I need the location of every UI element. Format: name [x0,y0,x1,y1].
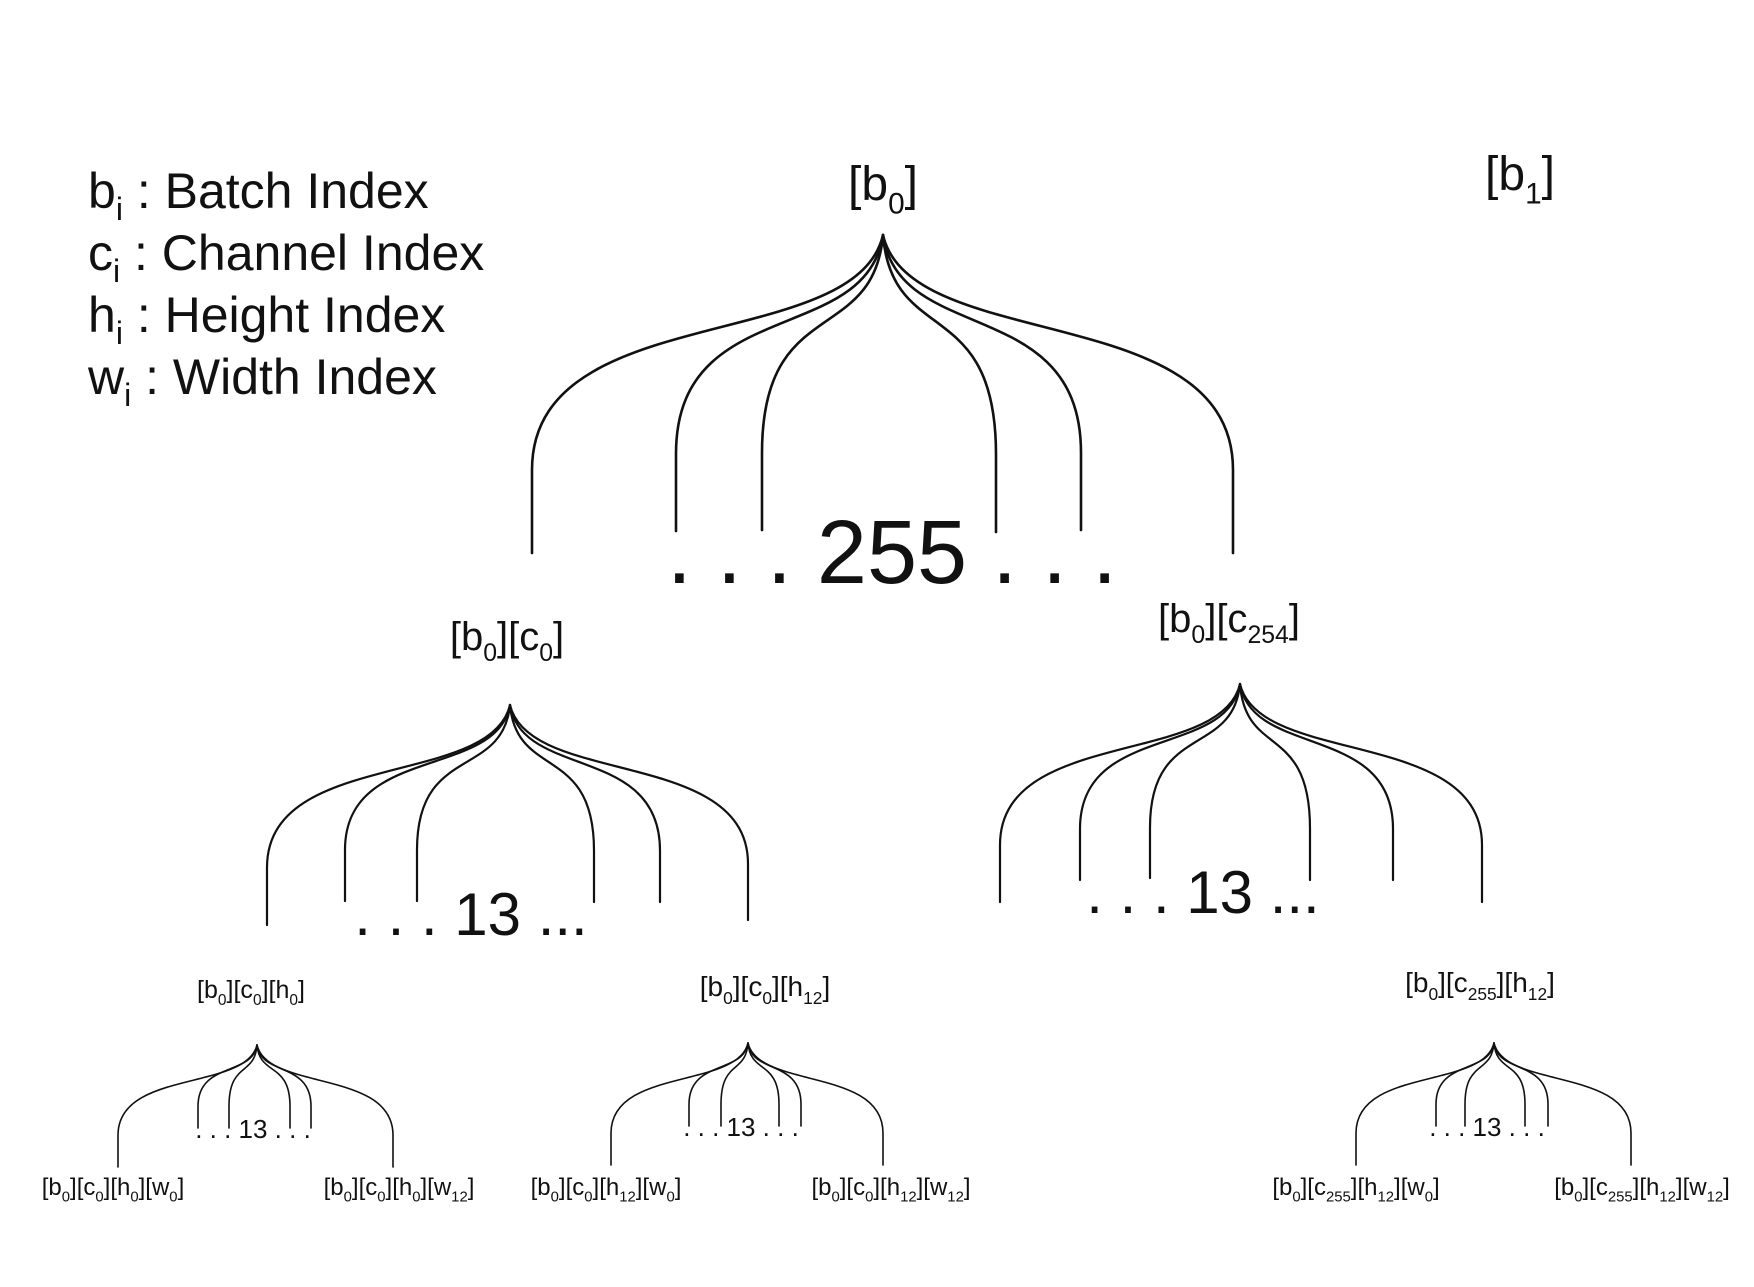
tree-edge [1078,682,1242,882]
node-b0-c0-h12: [b0][c0][h12] [700,971,830,1008]
leaf-node: [b0][c0][h12][w12] [811,1174,970,1206]
tree-edge [1238,682,1395,882]
width-count-label: . . . 13 . . . [195,1114,311,1144]
legend-row: ci : Channel Index [88,225,484,289]
tree-edge [881,233,998,534]
width-count-label: . . . 13 . . . [683,1112,799,1142]
legend-row: wi : Width Index [87,349,437,413]
tree-edge [1435,1042,1495,1127]
tree-edge [508,703,662,904]
height-count-label: . . . 13 ... [354,881,587,948]
tree-edge [881,233,1083,532]
tree-edge [998,682,1242,904]
tree-edge [1493,1042,1632,1166]
channel-count-label: . . . 255 . . . [667,503,1117,603]
tree-edge [747,1042,780,1127]
tree-edge [197,1044,258,1129]
node-b1: [b1] [1485,148,1555,210]
leaf-node: [b0][c0][h0][w0] [42,1174,185,1206]
node-b0-c0: [b0][c0] [450,615,564,667]
leaf-node: [b0][c0][h0][w12] [324,1174,475,1206]
tree-edge [1493,1042,1526,1127]
tree-edge [674,233,885,533]
legend-row: hi : Height Index [88,287,445,351]
tree-edge [610,1042,749,1166]
tree-edge [228,1044,258,1129]
node-b0: [b0] [848,158,918,220]
tree-edge [881,233,1235,555]
leaf-node: [b0][c255][h12][w0] [1272,1174,1439,1206]
tree-edge [747,1042,884,1166]
tree-edge [1148,682,1242,880]
tree-edge [760,233,885,532]
node-b0-c254: [b0][c254] [1158,597,1300,649]
tree-edge [1238,682,1484,904]
node-b0-c255-h12: [b0][c255][h12] [1405,967,1555,1004]
tree-edge [508,703,750,922]
tree-edge [1464,1042,1495,1127]
tree-edge [343,703,512,903]
leaf-node: [b0][c255][h12][w12] [1554,1174,1730,1206]
tree-edges [117,233,1632,1168]
tree-edge [720,1042,749,1127]
tree-edge [508,703,596,904]
tree-edge [256,1044,291,1129]
tree-edge [256,1044,394,1168]
tree-edge [265,703,512,927]
legend-row: bi : Batch Index [88,163,429,227]
tree-edge [688,1042,749,1127]
tree-edge [1238,682,1312,882]
tree-edge [117,1044,258,1168]
node-b0-c0-h0: [b0][c0][h0] [197,976,305,1009]
leaf-node: [b0][c0][h12][w0] [531,1174,682,1206]
legend: bi : Batch Index ci : Channel Index hi :… [87,163,484,413]
tree-edge [415,703,512,903]
height-count-label: . . . 13 ... [1086,859,1319,926]
width-count-label: . . . 13 . . . [1429,1112,1545,1142]
tree-edge [530,233,885,555]
tree-edge [1355,1042,1495,1166]
